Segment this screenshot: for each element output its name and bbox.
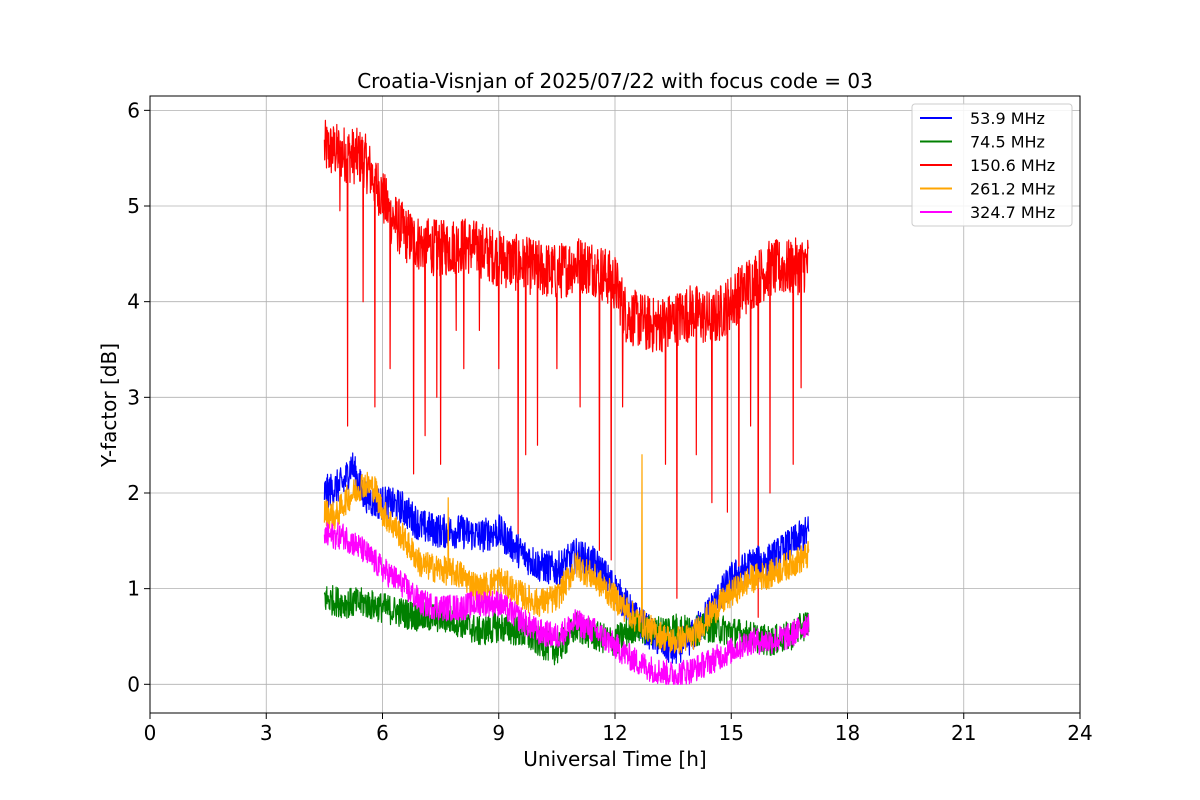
y-tick-label: 4 <box>127 290 140 314</box>
x-tick-label: 18 <box>835 721 860 745</box>
x-tick-label: 0 <box>144 721 157 745</box>
x-axis-title: Universal Time [h] <box>523 747 706 771</box>
y-tick-label: 5 <box>127 194 140 218</box>
x-tick-label: 24 <box>1067 721 1092 745</box>
x-tick-label: 6 <box>376 721 389 745</box>
legend-label: 324.7 MHz <box>970 203 1055 222</box>
x-tick-label: 12 <box>602 721 627 745</box>
legend-label: 150.6 MHz <box>970 156 1055 175</box>
legend-label: 53.9 MHz <box>970 109 1045 128</box>
y-tick-label: 0 <box>127 672 140 696</box>
chart-title: Croatia-Visnjan of 2025/07/22 with focus… <box>357 69 873 93</box>
x-tick-label: 15 <box>719 721 744 745</box>
series-line <box>323 119 810 618</box>
series-line <box>323 454 810 654</box>
y-tick-label: 2 <box>127 481 140 505</box>
x-tick-label: 21 <box>951 721 976 745</box>
legend-label: 261.2 MHz <box>970 180 1055 199</box>
x-tick-label: 9 <box>492 721 505 745</box>
y-tick-label: 3 <box>127 385 140 409</box>
series-line <box>323 522 810 685</box>
x-tick-label: 3 <box>260 721 273 745</box>
legend-label: 74.5 MHz <box>970 133 1045 152</box>
legend-box <box>911 103 1073 227</box>
y-axis-title: Y-factor [dB] <box>97 343 121 468</box>
y-tick-label: 1 <box>127 577 140 601</box>
y-tick-label: 6 <box>127 98 140 122</box>
series-line <box>323 584 810 666</box>
